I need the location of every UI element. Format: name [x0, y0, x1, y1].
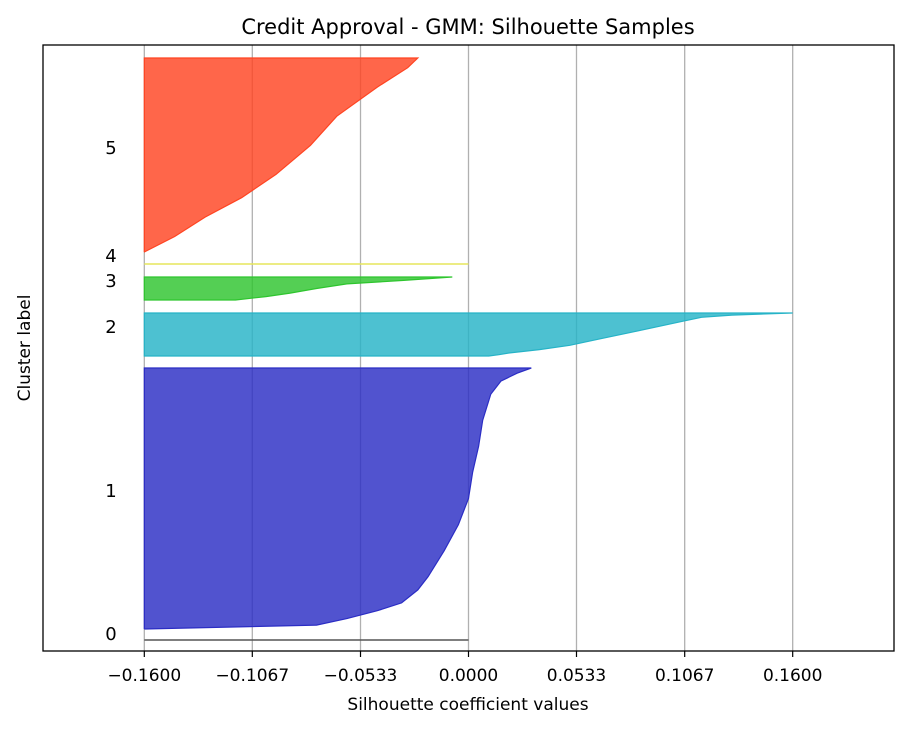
- cluster-label-0: 0: [105, 624, 116, 645]
- x-tick-label: −0.1600: [107, 666, 181, 686]
- x-tick-label: 0.0533: [547, 666, 606, 686]
- cluster-2-silhouette: [143, 312, 793, 357]
- cluster-5-silhouette: [143, 57, 420, 253]
- cluster-labels: 0 1 2 3 4 5: [105, 138, 116, 645]
- cluster-1-silhouette: [143, 367, 532, 630]
- cluster-label-2: 2: [105, 317, 116, 338]
- x-tick-label: −0.0533: [324, 666, 398, 686]
- cluster-3-silhouette: [143, 276, 453, 301]
- cluster-label-4: 4: [105, 246, 116, 267]
- x-tick-label: 0.1067: [655, 666, 714, 686]
- cluster-label-1: 1: [105, 481, 116, 502]
- x-tick-label: 0.1600: [763, 666, 822, 686]
- cluster-label-5: 5: [105, 138, 116, 159]
- x-axis-label: Silhouette coefficient values: [347, 695, 588, 715]
- chart-title: Credit Approval - GMM: Silhouette Sample…: [241, 15, 694, 39]
- y-axis-label: Cluster label: [15, 295, 35, 402]
- cluster-silhouettes: [143, 57, 793, 641]
- x-axis-ticks: −0.1600 −0.1067 −0.0533 0.0000 0.0533 0.1067 0…: [107, 651, 822, 686]
- x-tick-label: −0.1067: [215, 666, 289, 686]
- cluster-label-3: 3: [105, 271, 116, 292]
- x-tick-label: 0.0000: [439, 666, 498, 686]
